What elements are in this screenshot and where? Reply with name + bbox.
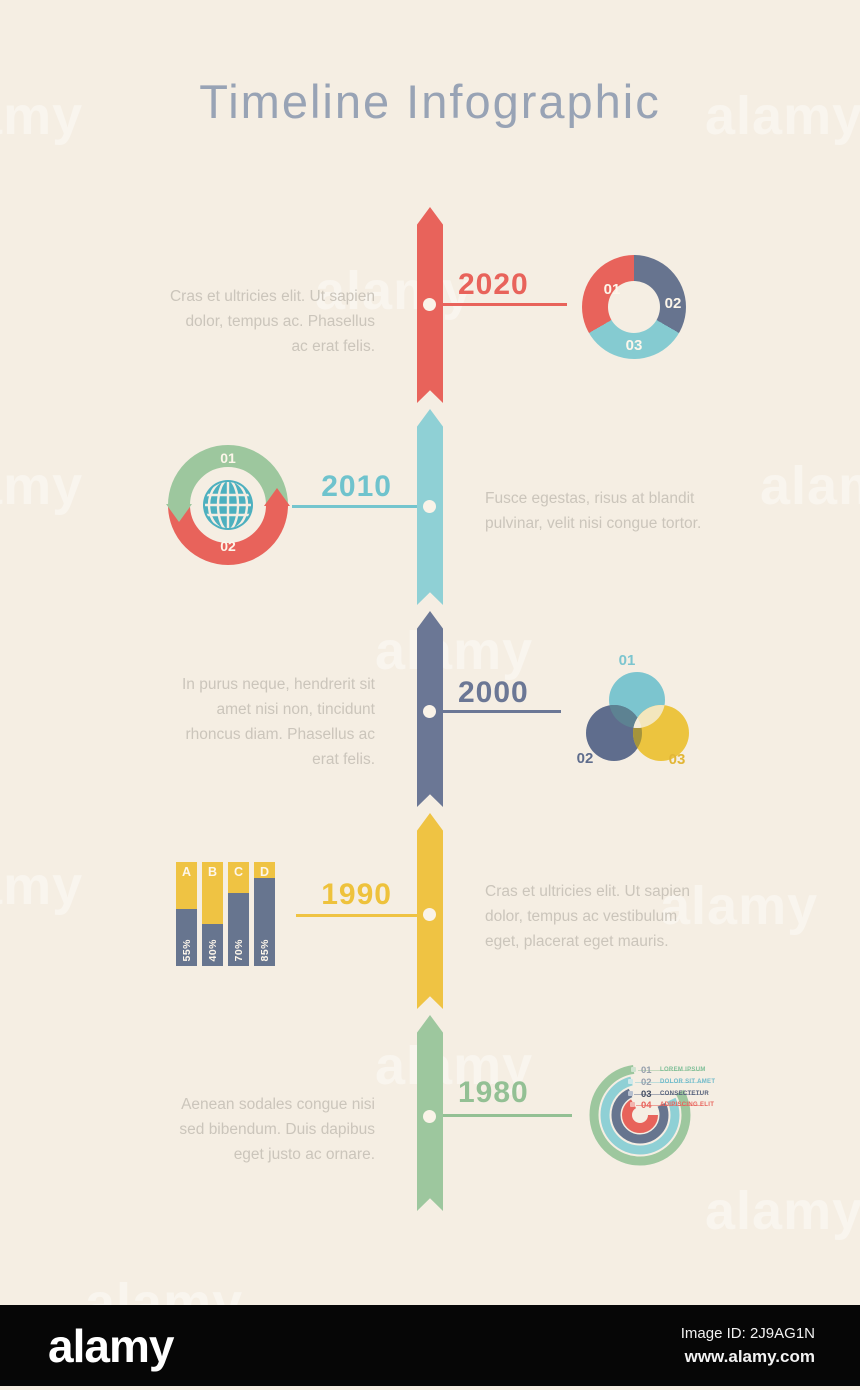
ring-03 [611, 1086, 669, 1144]
bar-fill [254, 878, 275, 966]
bar-category: A [181, 865, 192, 879]
legend-num-01: 01 [641, 1065, 652, 1076]
bar-fill [202, 924, 223, 966]
bar-fill [228, 893, 249, 966]
watermark-text: alamy [0, 456, 84, 516]
watermark-text: alamy [760, 456, 860, 516]
bar-category: B [207, 865, 218, 879]
watermark-text: alamy [705, 1181, 860, 1241]
legend-label-03: CONSECTETUR [660, 1091, 709, 1097]
year-label-2000: 2000 [458, 676, 529, 709]
ring-04 [622, 1097, 658, 1133]
cycle-arrowhead-down [166, 504, 192, 522]
page-title: Timeline Infographic [199, 75, 661, 128]
legend-line [634, 1094, 702, 1095]
legend-marker [628, 1091, 633, 1096]
bar-B: B 40% [202, 862, 223, 966]
footer-info: Image ID: 2J9AG1N www.alamy.com [681, 1325, 815, 1367]
image-id: Image ID: 2J9AG1N [680, 1324, 815, 1342]
ring-01 [589, 1064, 691, 1166]
venn-label-01: 01 [618, 652, 636, 669]
bar-category: C [233, 865, 244, 879]
watermark-text: alamy [0, 856, 84, 916]
legend-marker [630, 1102, 635, 1107]
legend-marker [628, 1079, 633, 1084]
ring-02 [600, 1075, 680, 1155]
entry-text-1990: Cras et ultricies elit. Ut sapien dolor,… [485, 883, 691, 950]
legend-line [636, 1105, 702, 1106]
bar-chart-1990: A 55% B 40% C 70% D 85% [176, 862, 276, 966]
timeline-dot-2020 [423, 298, 436, 311]
timeline-dot-1980 [423, 1110, 436, 1123]
entry-text-2020: Cras et ultricies elit. Ut sapien dolor,… [169, 288, 375, 355]
donut-label-03: 03 [625, 337, 643, 354]
connector-line-2010 [292, 505, 417, 508]
bar-value: 40% [206, 939, 219, 962]
venn-chart-2000 [586, 672, 689, 761]
cycle-arrowhead-up [264, 488, 290, 506]
cycle-label-01: 01 [220, 450, 236, 466]
donut-label-01: 01 [603, 281, 621, 298]
entry-text-2010: Fusce egestas, risus at blandit pulvinar… [485, 490, 702, 532]
cycle-chart-2010 [166, 445, 290, 565]
bar-A: A 55% [176, 862, 197, 966]
legend-num-02: 02 [641, 1077, 652, 1088]
alamy-logo: alamy [48, 1319, 174, 1372]
legend-marker [631, 1067, 636, 1072]
alamy-footer-bar: alamy Image ID: 2J9AG1N www.alamy.com [0, 1305, 860, 1386]
bar-fill [176, 909, 197, 966]
bar-value: 70% [232, 939, 245, 962]
cycle-arc-bottom [168, 504, 288, 565]
bar-value: 55% [180, 939, 193, 962]
venn-label-03: 03 [668, 751, 686, 768]
bar-C: C 70% [228, 862, 249, 966]
legend-line [635, 1082, 702, 1083]
entry-text-2000: In purus neque, hendrerit sit amet nisi … [181, 676, 375, 768]
year-label-2010: 2010 [321, 470, 392, 503]
connector-line-2000 [443, 710, 561, 713]
watermark-text: alamy [375, 621, 534, 681]
donut-label-02: 02 [664, 295, 682, 312]
connector-line-1980 [443, 1114, 572, 1117]
connector-line-1990 [296, 914, 417, 917]
entry-text-1980: Aenean sodales congue nisi sed bibendum.… [179, 1096, 375, 1163]
year-label-2020: 2020 [458, 268, 529, 301]
bar-category: D [259, 865, 270, 879]
globe-grid [205, 482, 251, 528]
connector-line-2020 [443, 303, 567, 306]
venn-label-02: 02 [576, 750, 594, 767]
legend-num-04: 04 [641, 1100, 652, 1111]
cycle-arc-top [168, 445, 288, 506]
legend-num-03: 03 [641, 1089, 652, 1100]
legend-label-02: DOLOR SIT AMET [660, 1079, 716, 1085]
timeline-dot-1990 [423, 908, 436, 921]
donut-hole [608, 281, 660, 333]
legend-line [638, 1070, 702, 1071]
cycle-label-02: 02 [220, 538, 236, 554]
radial-rings-chart-1980 [589, 1064, 691, 1166]
year-label-1990: 1990 [321, 878, 392, 911]
timeline-dot-2000 [423, 705, 436, 718]
legend-label-04: ADIPISCING ELIT [660, 1102, 715, 1108]
bar-D: D 85% [254, 862, 275, 966]
bar-value: 85% [258, 939, 271, 962]
year-label-1980: 1980 [458, 1076, 529, 1109]
legend-label-01: LOREM IPSUM [660, 1067, 706, 1073]
website-url: www.alamy.com [684, 1346, 815, 1366]
donut-chart-2020 [582, 255, 686, 359]
timeline-dot-2010 [423, 500, 436, 513]
